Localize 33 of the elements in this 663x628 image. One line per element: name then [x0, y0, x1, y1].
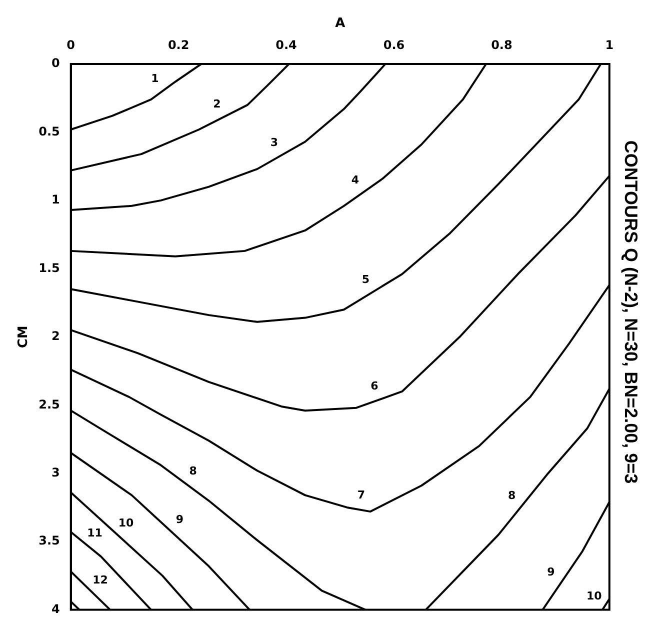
x-axis-title: A: [335, 16, 346, 32]
x-tick-label: 0.8: [491, 38, 512, 52]
series-label: 9: [547, 565, 555, 578]
x-tick-label: 0: [66, 38, 76, 52]
series-label: 10: [586, 590, 602, 603]
y-axis-title: CM: [16, 326, 32, 348]
series-label: 1: [151, 72, 159, 86]
y-tick-label: 0: [52, 56, 60, 70]
x-tick-label: 0.2: [168, 38, 190, 52]
series-label: 3: [270, 136, 278, 150]
y-tick-label: 1.5: [38, 260, 60, 275]
y-tick-label: 3: [52, 465, 60, 480]
y-tick-label: 0.5: [38, 124, 60, 138]
series-label: 11: [87, 526, 102, 540]
text: CONTOURS Q (N-2), N=30, BN=2.00, 9=3: [621, 140, 642, 484]
series-label: 4: [351, 174, 360, 187]
series-label: 12: [92, 574, 108, 587]
series-label: 8: [508, 488, 516, 502]
series-label: 5: [362, 272, 370, 286]
y-tick-label: 1: [52, 192, 60, 207]
series-label: 7: [357, 488, 365, 502]
y-tick-label: 2: [52, 329, 60, 344]
series-label: 10: [118, 516, 134, 530]
x-tick-label: 0.6: [383, 38, 405, 52]
y-tick-label: 4: [52, 602, 60, 616]
x-tick-label: 1: [605, 38, 614, 52]
x-tick-label: 0.4: [276, 38, 297, 52]
series-label: 6: [370, 379, 379, 392]
y-tick-label: 2.5: [38, 397, 60, 412]
series-label: 9: [176, 513, 184, 526]
y-tick-label: 3.5: [38, 534, 60, 548]
series-label: 8: [189, 464, 197, 478]
series-label: 2: [213, 98, 221, 111]
